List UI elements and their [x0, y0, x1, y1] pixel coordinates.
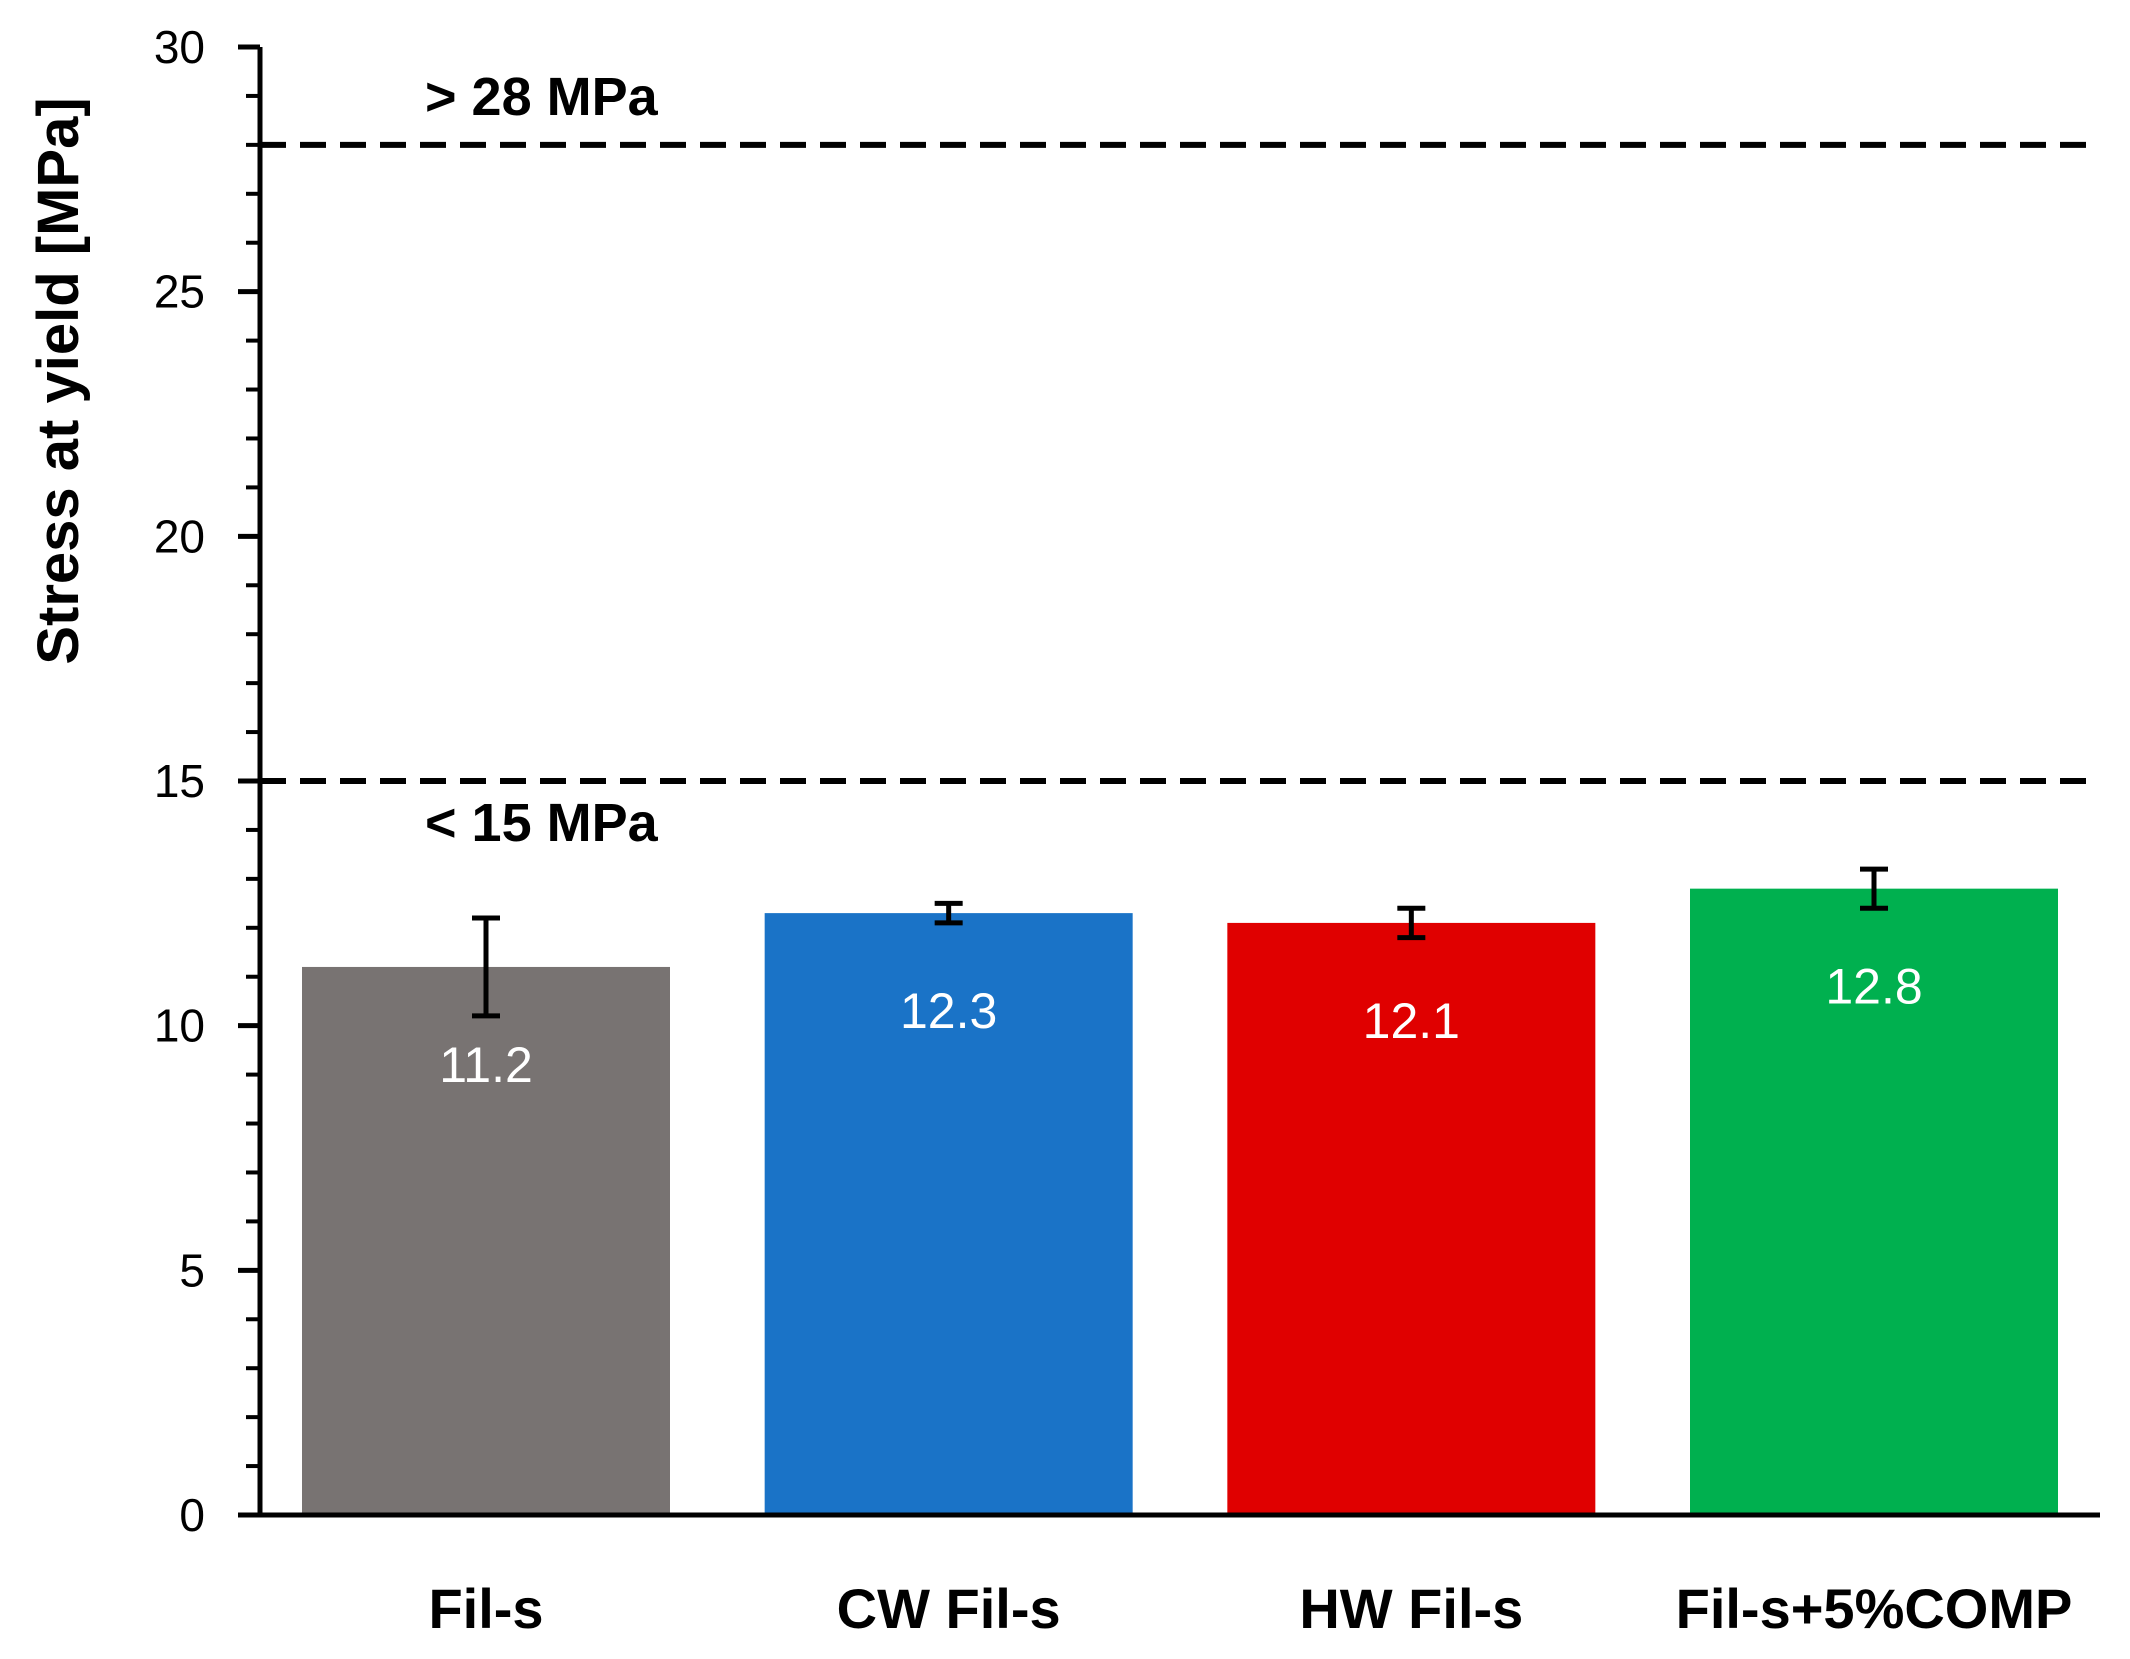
- y-tick-label: 0: [179, 1489, 205, 1541]
- bars-group: [302, 888, 2058, 1515]
- reference-lines: > 28 MPa < 15 MPa: [260, 67, 2100, 853]
- y-tick-label: 20: [154, 510, 205, 562]
- y-tick-label: 30: [154, 21, 205, 73]
- data-label: 12.8: [1825, 959, 1922, 1015]
- bar: [1690, 888, 2058, 1515]
- bar: [1227, 922, 1596, 1515]
- y-tick-label: 25: [154, 266, 205, 318]
- reference-line-label: < 15 MPa: [425, 793, 659, 853]
- data-label: 11.2: [439, 1037, 533, 1093]
- y-axis-title: Stress at yield [MPa]: [26, 97, 91, 664]
- error-bars-group: [472, 866, 1888, 1019]
- x-tick-label: CW Fil-s: [837, 1577, 1061, 1640]
- axes-group: [238, 44, 2100, 1518]
- x-tick-label: HW Fil-s: [1299, 1577, 1523, 1640]
- y-tick-label: 15: [154, 755, 205, 807]
- y-tick-label: 10: [154, 1000, 205, 1052]
- bar: [302, 966, 670, 1515]
- reference-line-label: > 28 MPa: [425, 67, 659, 127]
- labels-group: 11.2 Fil-s 12.3 CW Fil-s 12.1 HW Fil-s 12.8 Fil…: [154, 21, 2073, 1640]
- data-label: 12.1: [1363, 993, 1460, 1049]
- data-label: 12.3: [900, 983, 997, 1039]
- bar: [764, 913, 1133, 1515]
- x-tick-label: Fil-s+5%COMP: [1676, 1577, 2073, 1640]
- x-tick-label: Fil-s: [428, 1577, 543, 1640]
- y-tick-label: 5: [179, 1244, 205, 1296]
